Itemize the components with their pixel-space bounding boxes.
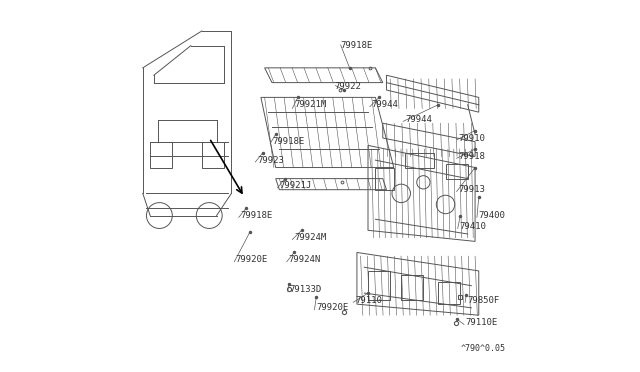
Text: 79918E: 79918E (272, 137, 304, 146)
Text: 79924M: 79924M (294, 233, 326, 242)
Text: 79920E: 79920E (316, 303, 349, 312)
Bar (405, 153, 435, 167)
Text: 79918E: 79918E (241, 211, 273, 220)
Text: 79922: 79922 (335, 82, 362, 91)
Text: 79110E: 79110E (466, 318, 498, 327)
Text: 79110: 79110 (355, 296, 382, 305)
Text: ^790^0.05: ^790^0.05 (460, 344, 506, 353)
Text: 79918: 79918 (458, 152, 485, 161)
Text: 79924N: 79924N (289, 255, 321, 264)
Text: 79400: 79400 (479, 211, 506, 220)
Bar (368, 271, 390, 301)
Bar (376, 167, 394, 190)
Text: 79944: 79944 (372, 100, 399, 109)
Text: 79913: 79913 (458, 185, 485, 194)
Text: 79410: 79410 (460, 222, 486, 231)
Bar (438, 282, 460, 304)
Text: 79920E: 79920E (236, 255, 268, 264)
Text: 79910: 79910 (458, 134, 485, 142)
Text: 79133D: 79133D (290, 285, 322, 294)
Text: 79918E: 79918E (340, 41, 372, 50)
Bar (401, 275, 424, 301)
Text: 79921M: 79921M (294, 100, 326, 109)
Text: 79850F: 79850F (467, 296, 499, 305)
Text: 79923: 79923 (257, 155, 284, 165)
Bar (150, 142, 172, 167)
Bar (445, 164, 468, 179)
Bar (202, 142, 224, 167)
Text: 79944: 79944 (405, 115, 432, 124)
Text: 79921J: 79921J (280, 182, 312, 190)
